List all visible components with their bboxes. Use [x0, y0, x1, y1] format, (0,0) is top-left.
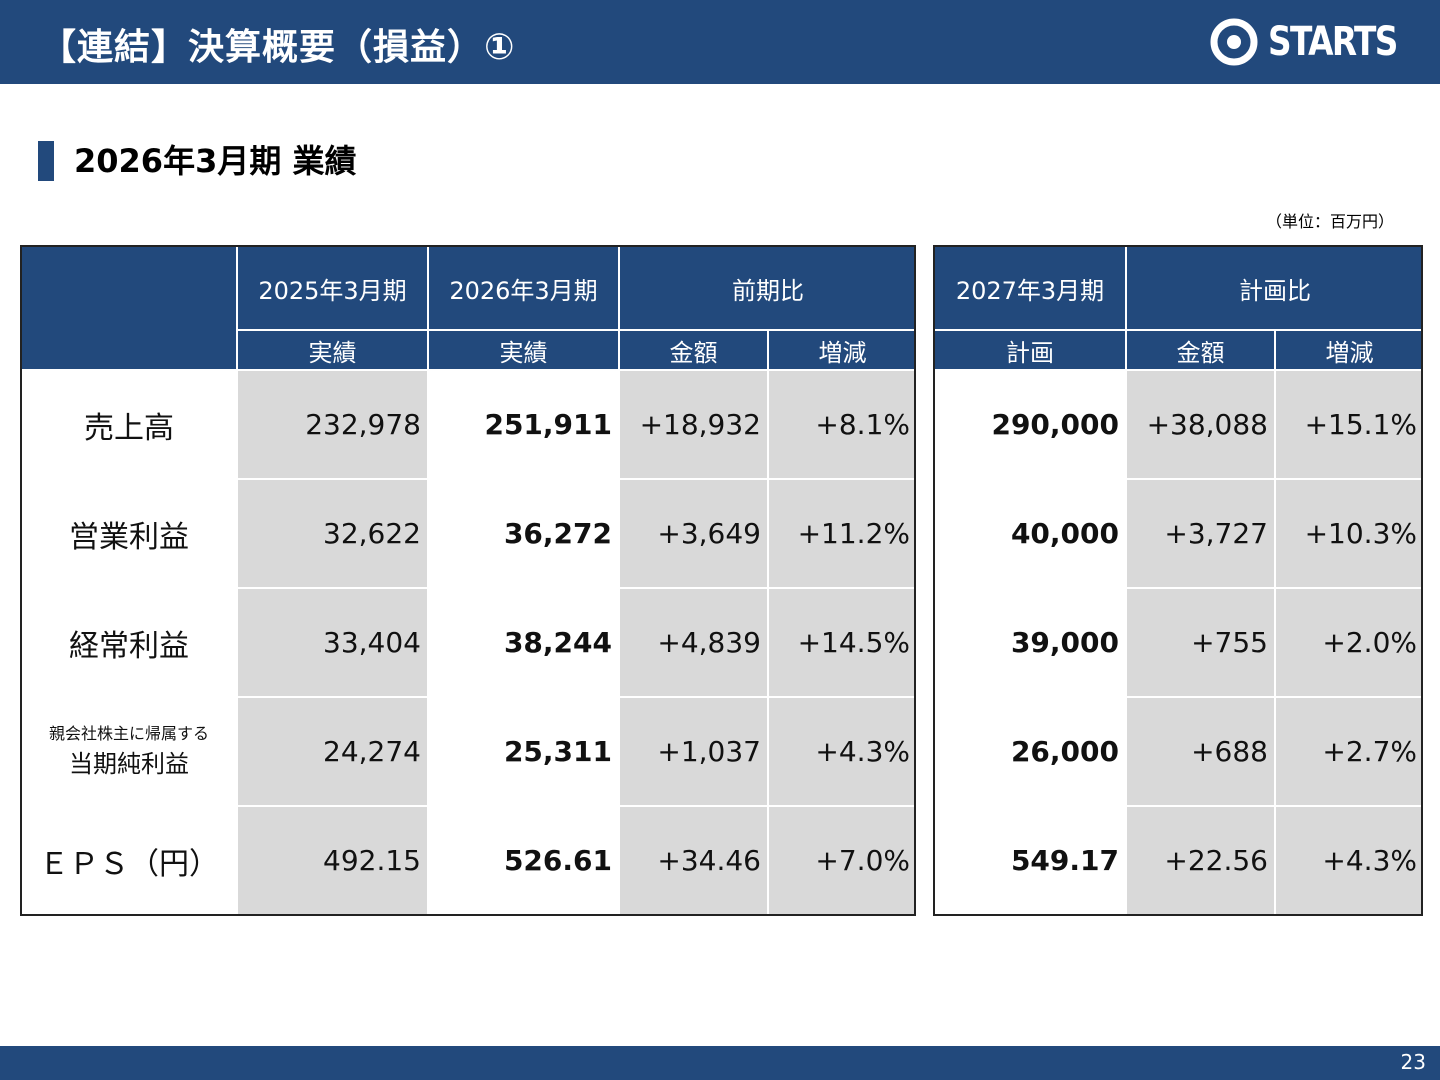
col-2027-sub: 計画 — [933, 329, 1127, 371]
plan-amount: +38,088 — [1125, 369, 1276, 480]
page-title: 【連結】決算概要（損益）① — [40, 27, 516, 68]
value-2025: 492.15 — [236, 805, 429, 916]
yoy-amount: +34.46 — [618, 805, 769, 916]
section-marker — [38, 141, 54, 181]
yoy-change: +14.5% — [767, 587, 918, 698]
value-2026: 526.61 — [427, 805, 620, 916]
row-label: 営業利益 — [20, 478, 238, 589]
value-2025: 32,622 — [236, 478, 429, 589]
yoy-amount: +18,932 — [618, 369, 769, 480]
table-row: 549.17 +22.56 +4.3% — [933, 805, 1425, 916]
col-plan-header: 計画比 — [1125, 245, 1425, 331]
plan-amount: +688 — [1125, 696, 1276, 807]
results-table: 2025年3月期 2026年3月期 前期比 実績 実績 金額 増減 売上高 23… — [20, 245, 918, 916]
row-label: ＥＰＳ（円） — [20, 805, 238, 916]
logo-mark-icon — [1210, 18, 1258, 66]
col-2025-sub: 実績 — [236, 329, 429, 371]
yoy-change: +11.2% — [767, 478, 918, 589]
value-2025: 232,978 — [236, 369, 429, 480]
value-2027: 549.17 — [933, 805, 1127, 916]
table-row: 経常利益 33,404 38,244 +4,839 +14.5% — [20, 587, 918, 698]
value-2026: 36,272 — [427, 478, 620, 589]
table-row: 営業利益 32,622 36,272 +3,649 +11.2% — [20, 478, 918, 589]
plan-amount: +22.56 — [1125, 805, 1276, 916]
col-yoy-amount: 金額 — [618, 329, 769, 371]
table-row: ＥＰＳ（円） 492.15 526.61 +34.46 +7.0% — [20, 805, 918, 916]
table-row: 売上高 232,978 251,911 +18,932 +8.1% — [20, 369, 918, 480]
yoy-amount: +4,839 — [618, 587, 769, 698]
yoy-amount: +3,649 — [618, 478, 769, 589]
value-2027: 290,000 — [933, 369, 1127, 480]
plan-change: +2.0% — [1274, 587, 1425, 698]
value-2027: 40,000 — [933, 478, 1127, 589]
row-label: 当期純利益 — [69, 749, 189, 778]
value-2026: 251,911 — [427, 369, 620, 480]
row-label-top: 親会社株主に帰属する — [48, 723, 209, 743]
yoy-change: +8.1% — [767, 369, 918, 480]
table-row: 39,000 +755 +2.0% — [933, 587, 1425, 698]
plan-change: +10.3% — [1274, 478, 1425, 589]
company-logo: STARTS — [1210, 18, 1422, 66]
col-plan-amount: 金額 — [1125, 329, 1276, 371]
row-label-net-income: 親会社株主に帰属する 当期純利益 — [20, 696, 238, 807]
unit-note: （単位：百万円） — [1265, 212, 1394, 231]
page-number: 23 — [1400, 1050, 1426, 1074]
header-bar: 【連結】決算概要（損益）① STARTS — [0, 0, 1440, 84]
col-yoy-change: 増減 — [767, 329, 918, 371]
col-2027-header: 2027年3月期 — [933, 245, 1127, 331]
plan-change: +15.1% — [1274, 369, 1425, 480]
plan-change: +2.7% — [1274, 696, 1425, 807]
col-2026-sub: 実績 — [427, 329, 620, 371]
plan-change: +4.3% — [1274, 805, 1425, 916]
logo-text: STARTS — [1268, 19, 1398, 65]
footer-bar: 23 — [0, 1046, 1440, 1080]
col-yoy-header: 前期比 — [618, 245, 918, 331]
value-2027: 39,000 — [933, 587, 1127, 698]
col-plan-change: 増減 — [1274, 329, 1425, 371]
yoy-change: +7.0% — [767, 805, 918, 916]
header-blank — [20, 245, 238, 371]
col-2025-header: 2025年3月期 — [236, 245, 429, 331]
value-2025: 24,274 — [236, 696, 429, 807]
value-2026: 38,244 — [427, 587, 620, 698]
value-2025: 33,404 — [236, 587, 429, 698]
table-row: 40,000 +3,727 +10.3% — [933, 478, 1425, 589]
row-label: 経常利益 — [20, 587, 238, 698]
value-2027: 26,000 — [933, 696, 1127, 807]
col-2026-header: 2026年3月期 — [427, 245, 620, 331]
yoy-change: +4.3% — [767, 696, 918, 807]
yoy-amount: +1,037 — [618, 696, 769, 807]
row-label: 売上高 — [20, 369, 238, 480]
plan-table: 2027年3月期 計画比 計画 金額 増減 290,000 +38,088 +1… — [933, 245, 1425, 916]
table-row: 290,000 +38,088 +15.1% — [933, 369, 1425, 480]
section-title: 2026年3月期 業績 — [74, 142, 357, 180]
plan-amount: +755 — [1125, 587, 1276, 698]
table-row: 親会社株主に帰属する 当期純利益 24,274 25,311 +1,037 +4… — [20, 696, 918, 807]
table-row: 26,000 +688 +2.7% — [933, 696, 1425, 807]
plan-amount: +3,727 — [1125, 478, 1276, 589]
value-2026: 25,311 — [427, 696, 620, 807]
